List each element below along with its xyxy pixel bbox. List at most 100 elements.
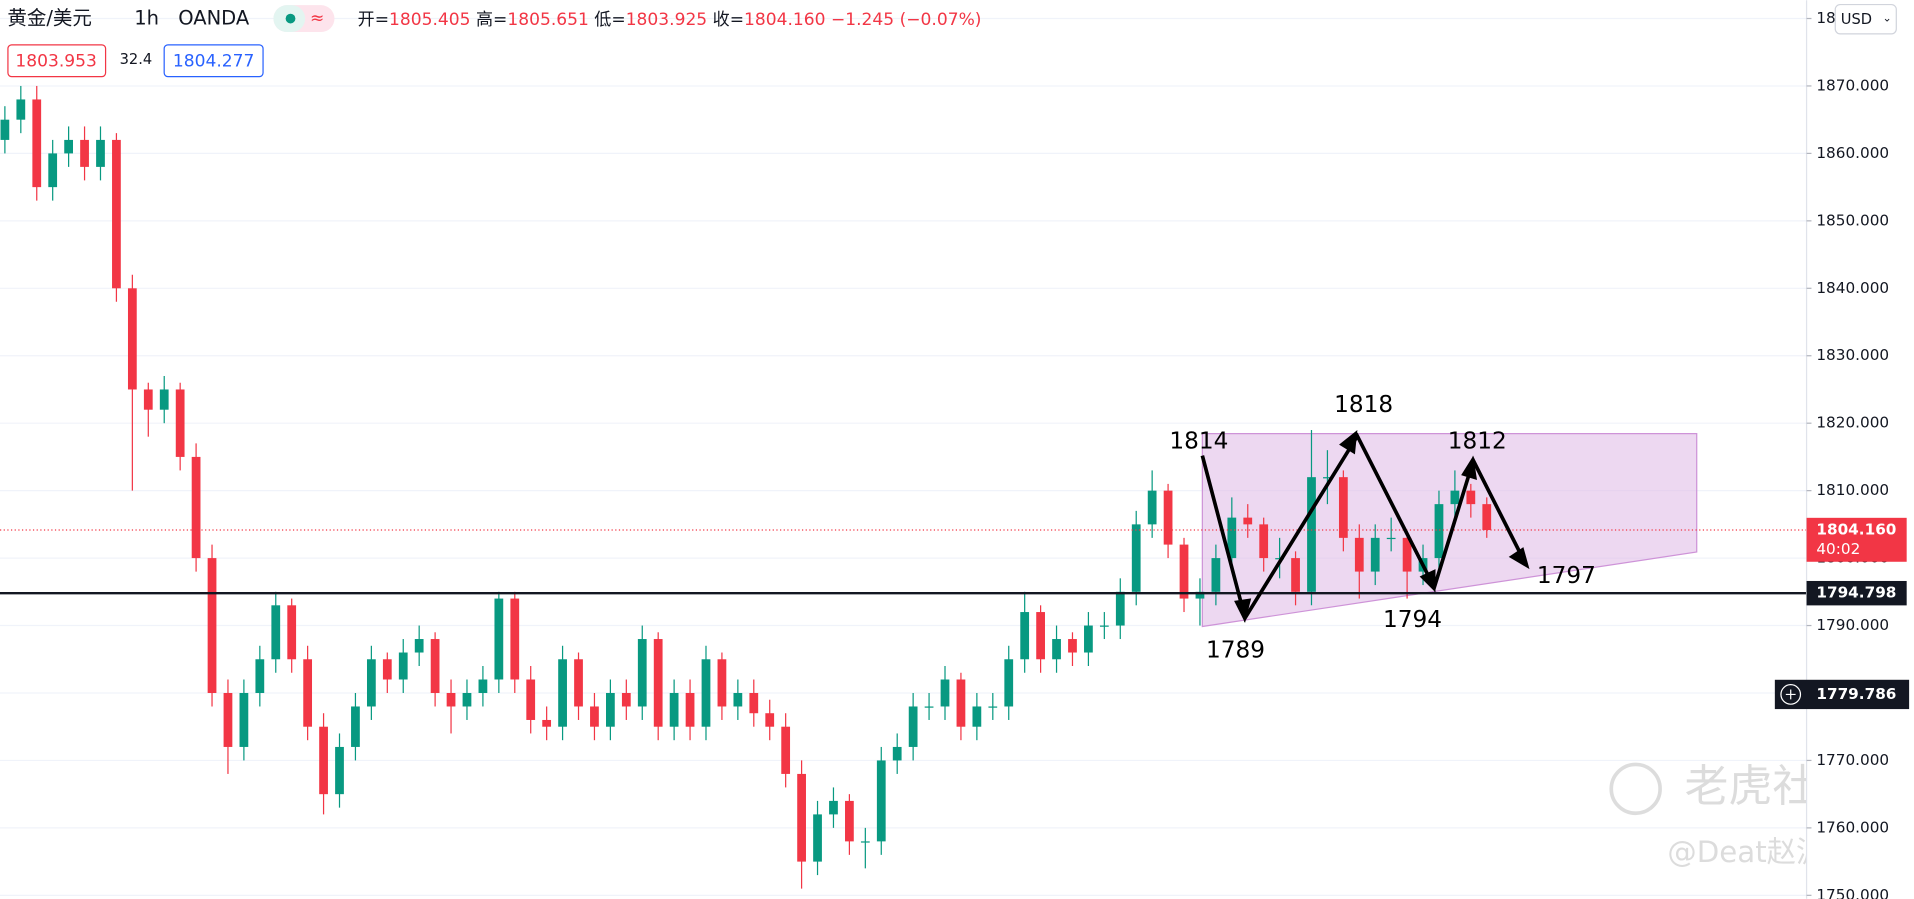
candle-body xyxy=(1195,591,1205,599)
y-tick-label: 1860.000 xyxy=(1816,144,1889,162)
ohlc-label: 低= xyxy=(594,10,625,30)
candle-body xyxy=(733,692,743,707)
badge-icon: ≈ xyxy=(310,9,324,29)
y-tick-label: 1840.000 xyxy=(1816,279,1889,297)
candle-body xyxy=(127,288,137,390)
candle-body xyxy=(1084,625,1093,653)
candle-body xyxy=(1020,612,1030,660)
market-dot xyxy=(285,13,296,24)
axis-labels: 1750.0001760.0001770.0001780.0001790.000… xyxy=(1806,9,1907,899)
arrow-heads xyxy=(1234,429,1530,623)
candle-body xyxy=(494,598,504,680)
candle-body xyxy=(1291,558,1300,592)
candle-body xyxy=(1323,477,1332,479)
ohlc-value: 1805.651 xyxy=(507,10,589,30)
candle-body xyxy=(1099,625,1109,627)
overlay xyxy=(0,529,1807,595)
candle-body xyxy=(1068,639,1077,653)
ohlc-label: 开= xyxy=(358,10,389,30)
candle-body xyxy=(1450,490,1460,505)
candle-body xyxy=(1466,490,1476,505)
candle-body xyxy=(1338,477,1348,538)
currency[interactable]: USD xyxy=(1841,11,1872,28)
currency-caret[interactable]: ⌄ xyxy=(1883,12,1892,25)
candle-body xyxy=(1307,477,1316,592)
candle-body xyxy=(924,706,934,708)
candle-body xyxy=(988,706,998,708)
candle-body xyxy=(351,706,360,747)
candle-body xyxy=(956,679,966,727)
candle-body xyxy=(717,659,727,707)
candle-body xyxy=(16,99,26,120)
y-tick-label: 1830.000 xyxy=(1816,346,1889,364)
currency-button[interactable] xyxy=(1834,3,1897,35)
y-tick-label: 1750.000 xyxy=(1816,886,1889,899)
y-tick-label: 1810.000 xyxy=(1816,481,1889,499)
candle-body xyxy=(1004,659,1014,707)
candle-body xyxy=(446,692,456,707)
candle-body xyxy=(207,558,217,693)
candle-body xyxy=(430,639,440,693)
candle-body xyxy=(1211,558,1221,592)
candle-body xyxy=(478,679,488,693)
candles xyxy=(0,85,1492,889)
y-tick-label: 1850.000 xyxy=(1816,211,1889,229)
ohlc-value: 1803.925 xyxy=(626,10,708,30)
candle-body xyxy=(860,841,870,843)
candle-body xyxy=(366,659,376,707)
price-line-box xyxy=(1806,580,1907,606)
candle-body xyxy=(813,814,822,862)
candle-body xyxy=(159,389,169,410)
candle-body xyxy=(255,659,265,693)
candle-body xyxy=(892,746,902,761)
candle-body xyxy=(653,639,663,727)
candle-body xyxy=(1052,639,1061,660)
candle-body xyxy=(558,659,567,727)
candle-body xyxy=(382,659,392,680)
candle-body xyxy=(112,139,121,289)
ohlc: 开=1805.405 高=1805.651 低=1803.925 收=1804.… xyxy=(358,10,982,30)
triangle-zone xyxy=(1201,433,1698,628)
annotation-labels: 1814 1818 1812 1789 1794 1797 xyxy=(1169,391,1595,663)
candle-body xyxy=(669,692,679,727)
candle-body xyxy=(319,726,328,795)
candle-body xyxy=(462,692,472,707)
bid-box[interactable] xyxy=(7,44,107,78)
annotation: 1814 xyxy=(1169,428,1228,455)
ask-box[interactable] xyxy=(163,44,264,78)
candle-body xyxy=(510,598,520,680)
y-tick-label: 1870.000 xyxy=(1816,76,1889,94)
candle-body xyxy=(590,706,599,727)
candle-body xyxy=(96,139,105,167)
change: −1.245 (−0.07%) xyxy=(831,10,982,30)
ohlc-value: 1804.160 xyxy=(744,10,826,30)
ohlc-label: 收= xyxy=(713,10,744,30)
candle-body xyxy=(0,119,10,140)
ask[interactable]: 1804.277 xyxy=(173,51,255,71)
candle-body xyxy=(845,800,854,842)
header: 黄金/美元 1h OANDA ≈ 开=1805.405 高=1805.651 低… xyxy=(7,5,982,78)
countdown: 40:02 xyxy=(1816,540,1860,558)
y-tick-label: 1790.000 xyxy=(1816,616,1889,634)
candle-body xyxy=(335,746,344,795)
candle-body xyxy=(1131,524,1141,592)
candle-body xyxy=(303,659,313,727)
crosshair-label: 1779.786 xyxy=(1816,685,1896,703)
candle-body xyxy=(239,692,249,747)
candle-body xyxy=(1163,490,1173,545)
crosshair-box xyxy=(1774,679,1910,710)
header-title: 黄金/美元 1h OANDA xyxy=(7,6,250,29)
candle-body xyxy=(1259,524,1269,559)
candle-body xyxy=(829,800,838,815)
y-tick-label: 1760.000 xyxy=(1816,818,1889,836)
bid[interactable]: 1803.953 xyxy=(15,51,97,71)
annotation: 1794 xyxy=(1383,606,1442,633)
candle-body xyxy=(271,605,281,660)
candle-body xyxy=(940,679,950,707)
candle-body xyxy=(1386,537,1396,540)
candle-body xyxy=(287,605,297,660)
candle-body xyxy=(574,659,583,707)
interval: 1h xyxy=(134,6,159,29)
candle-body xyxy=(1179,544,1189,599)
